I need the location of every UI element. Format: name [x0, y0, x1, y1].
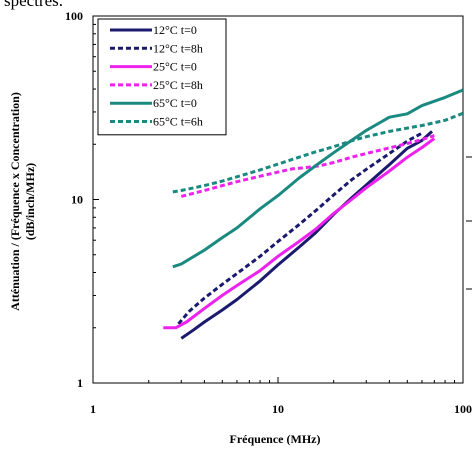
y-axis-label-line: (dB/inch/MHz) [23, 163, 37, 240]
x-tick-label: 1 [90, 402, 96, 416]
x-tick-label: 10 [272, 402, 284, 416]
legend-entry: 12°C t=0 [153, 23, 197, 37]
y-axis-label: Atténuation / (Fréquence x Concentration… [8, 92, 37, 311]
header-fragment: spectres. [4, 0, 64, 10]
legend-entry: 65°C t=0 [153, 96, 197, 110]
legend-entry: 12°C t=8h [153, 41, 203, 55]
series-layer [163, 88, 463, 340]
legend-box [97, 18, 227, 136]
legend-entry: 25°C t=8h [153, 78, 203, 92]
legend: 12°C t=0 12°C t=8h 25°C t=0 25°C t=8h 65°C t… [97, 18, 227, 136]
right-edge-marks [466, 156, 472, 290]
y-tick-label: 10 [71, 193, 83, 207]
legend-entry: 25°C t=0 [153, 60, 197, 74]
legend-entry: 65°C t=6h [153, 115, 203, 129]
y-tick-label: 1 [77, 376, 83, 390]
y-tick-label: 100 [65, 9, 83, 23]
series-line-4 [180, 134, 435, 198]
series-line-5 [172, 88, 463, 269]
y-axis-label-line: Atténuation / (Fréquence x Concentration… [8, 92, 22, 311]
x-tick-label: 100 [454, 402, 472, 416]
series-line-3 [163, 137, 436, 330]
series-line-2 [177, 131, 423, 325]
ticks-layer: 1 10 100 1 10 100 [65, 9, 472, 416]
series-line-6 [172, 111, 463, 194]
series-line-1 [180, 130, 434, 340]
x-axis-label: Fréquence (MHz) [230, 432, 321, 446]
